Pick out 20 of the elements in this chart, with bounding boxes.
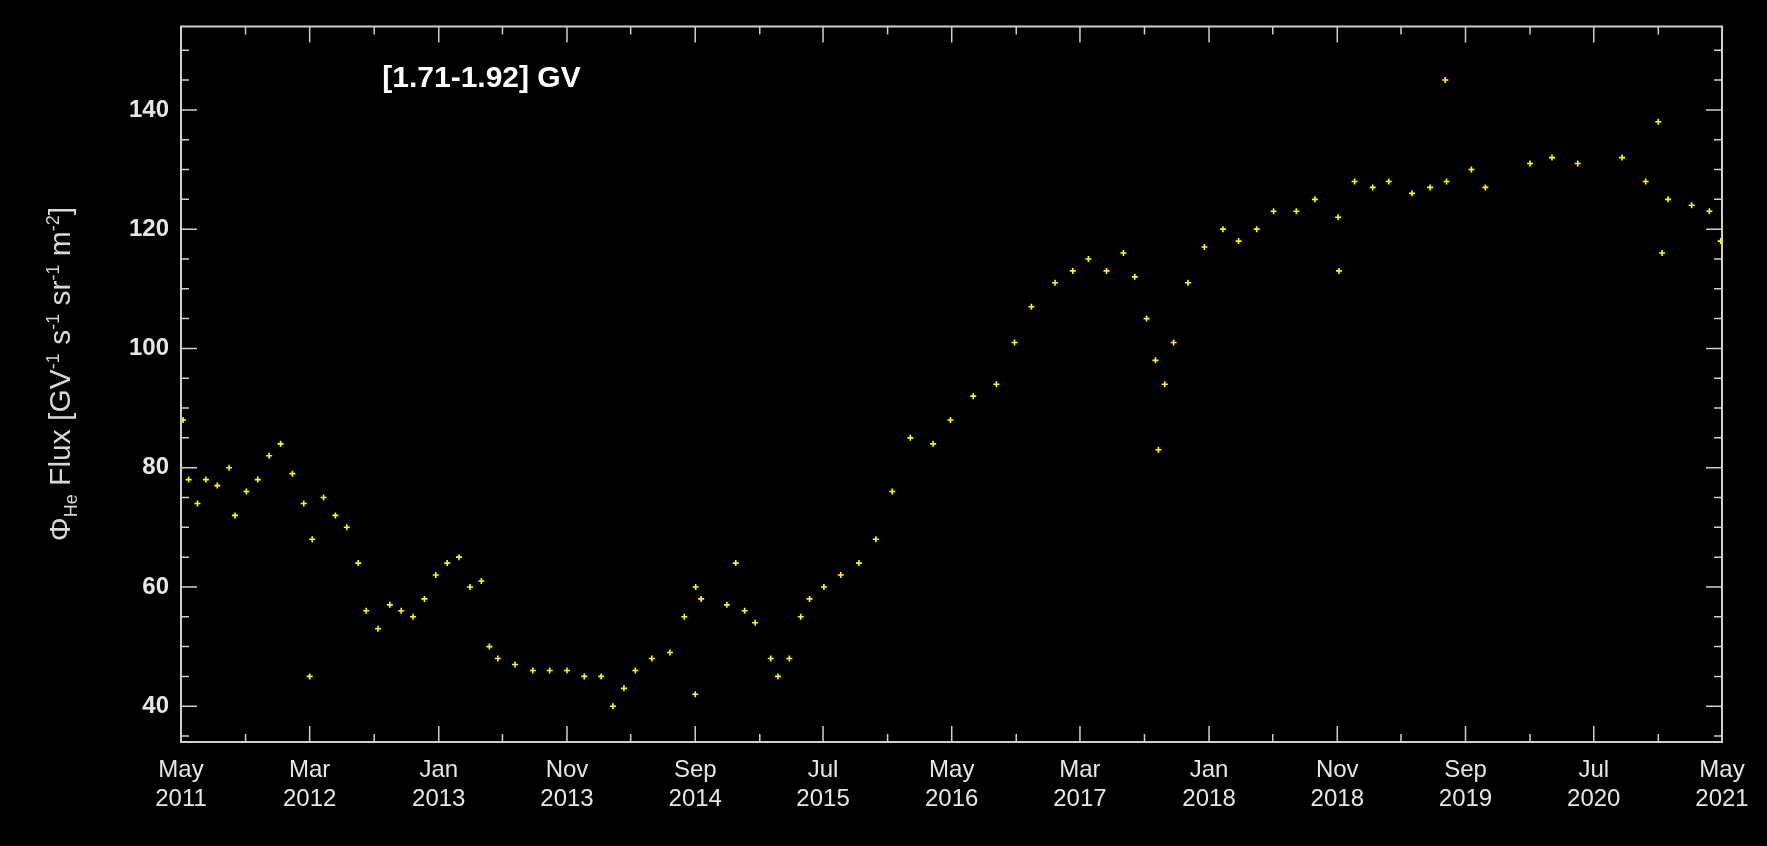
- y-tick-label: 140: [128, 94, 169, 122]
- y-tick-label: 40: [142, 690, 169, 718]
- x-tick-label: Sep 2019: [1438, 755, 1493, 811]
- x-tick-label: Mar 2012: [282, 755, 337, 811]
- x-tick-label: May 2021: [1695, 755, 1749, 811]
- x-tick-label: Nov 2018: [1310, 755, 1364, 811]
- x-tick-label: May 2016: [925, 755, 979, 811]
- x-tick-label: Nov 2013: [540, 755, 594, 811]
- x-tick-label: Jul 2015: [796, 755, 850, 811]
- x-tick-label: May 2011: [155, 755, 207, 811]
- x-tick-label: Sep 2014: [668, 755, 722, 811]
- y-tick-label: 120: [128, 213, 169, 241]
- y-tick-label: 60: [142, 571, 169, 599]
- x-tick-label: Mar 2017: [1053, 755, 1107, 811]
- x-tick-label: Jul 2020: [1567, 755, 1621, 811]
- y-tick-label: 80: [142, 452, 169, 480]
- x-tick-label: Jan 2013: [412, 755, 466, 811]
- y-tick-label: 100: [128, 333, 169, 361]
- x-tick-label: Jan 2018: [1182, 755, 1236, 811]
- text: [1.71-1.92] GV: [382, 59, 581, 93]
